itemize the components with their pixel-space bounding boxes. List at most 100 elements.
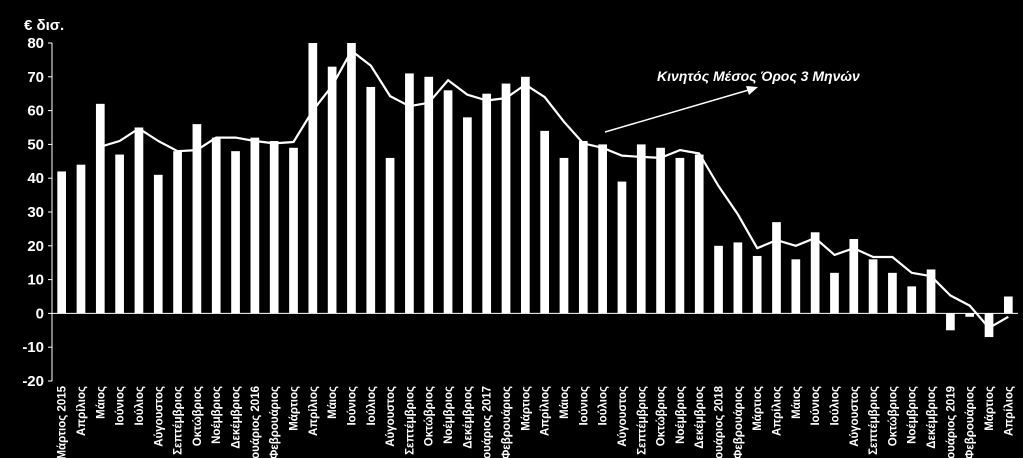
x-category-label: Νοέμβριος	[907, 386, 919, 444]
bar	[250, 137, 260, 314]
y-axis-ticks: -20 -10 0 10 20 30 40 50 60 70 80	[22, 35, 52, 390]
x-category-label: Απρίλιος	[540, 386, 552, 436]
x-category-label: Οκτώβριος	[887, 386, 899, 446]
bar	[269, 141, 279, 314]
y-tick-label: -10	[22, 339, 44, 356]
x-category-label: Αύγουστος	[153, 386, 165, 447]
x-category-label: Νοέμβριος	[211, 386, 223, 444]
x-category-label: Μάιος	[327, 386, 339, 419]
annotation-label: Κινητός Μέσος Όρος 3 Μηνών	[657, 68, 860, 84]
bar	[733, 242, 743, 314]
bar	[772, 222, 781, 314]
x-category-label: Οκτώβριος	[424, 386, 436, 446]
bar	[946, 313, 955, 331]
bar	[656, 147, 665, 314]
x-category-label: Ιούνιος	[115, 386, 127, 426]
x-category-label: Φεβρουάριος	[501, 386, 513, 458]
bar	[366, 86, 376, 314]
y-tick-label: -20	[22, 373, 44, 390]
bar	[405, 73, 414, 314]
x-category-label: Σεπτέμβριος	[404, 386, 416, 455]
y-tick-label: 60	[27, 103, 44, 120]
x-category-label: Ιούλιος	[134, 386, 146, 426]
bar	[463, 117, 472, 314]
bar	[791, 259, 801, 314]
bar	[578, 141, 588, 314]
bar	[520, 76, 530, 314]
bar	[385, 157, 395, 314]
bar	[173, 151, 182, 314]
bar	[153, 174, 163, 314]
x-axis-category-labels: Μάρτιος 2015 Απρίλιος Μάιος Ιούνιος Ιούλιος Α…	[57, 385, 1016, 458]
x-category-label: Δεκέμβριος	[694, 386, 706, 449]
x-category-label: Ιανουάριος 2018	[714, 385, 726, 458]
x-category-label: Ιούνιος	[346, 386, 358, 426]
bar	[57, 171, 67, 314]
x-category-label: Φεβρουάριος	[733, 386, 745, 458]
bar	[1003, 296, 1013, 314]
bar	[984, 313, 994, 338]
bar	[95, 103, 105, 314]
y-tick-label: 50	[27, 136, 44, 153]
x-category-label: Νοέμβριος	[675, 386, 687, 444]
x-category-label: Σεπτέμβριος	[173, 386, 185, 455]
bar	[810, 232, 820, 314]
y-tick-label: 40	[27, 170, 44, 187]
x-category-label: Αύγουστος	[385, 386, 397, 447]
bar	[115, 154, 124, 314]
x-category-label: Ιούνιος	[810, 386, 822, 426]
x-category-label: Ιούλιος	[598, 386, 610, 426]
bar	[211, 137, 221, 314]
bar	[192, 124, 202, 314]
x-category-label: Αύγουστος	[617, 386, 629, 447]
x-category-label: Απρίλιος	[76, 386, 88, 436]
y-axis-label: € δισ.	[24, 17, 64, 34]
bar	[327, 66, 337, 314]
y-tick-label: 20	[27, 238, 44, 255]
x-category-label: Μάιος	[95, 386, 107, 419]
x-category-label: Φεβρουάριος	[269, 386, 281, 458]
bar	[231, 151, 240, 314]
x-category-label: Σεπτέμβριος	[636, 386, 648, 455]
x-category-label: Ιούλιος	[829, 386, 841, 426]
bar	[636, 144, 646, 314]
x-category-label: Ιανουάριος 2016	[250, 386, 262, 458]
bar	[347, 43, 356, 314]
bar	[849, 239, 859, 314]
bar	[675, 157, 685, 314]
x-category-label: Ιούλιος	[366, 386, 378, 426]
bar	[598, 144, 607, 314]
bar	[907, 286, 917, 314]
bar	[694, 154, 704, 314]
y-tick-label: 10	[27, 272, 44, 289]
bar	[76, 164, 86, 314]
bar	[830, 272, 839, 314]
bar	[926, 269, 936, 314]
x-category-label: Αύγουστος	[849, 386, 861, 447]
bar	[308, 43, 318, 314]
annotation-arrow-head	[746, 86, 758, 95]
y-tick-label: 0	[36, 305, 44, 322]
x-category-label: Μάρτιος	[520, 386, 532, 431]
x-category-label: Ιούνιος	[578, 386, 590, 426]
bar	[501, 83, 511, 314]
bar	[482, 93, 492, 314]
bar	[559, 157, 569, 314]
moving-average-line	[99, 49, 1009, 329]
x-category-label: Απρίλιος	[772, 386, 784, 436]
x-category-label: Μάιος	[559, 386, 571, 419]
bar-series	[57, 43, 1013, 338]
bar	[965, 313, 975, 317]
y-tick-label: 80	[27, 35, 44, 52]
y-tick-label: 70	[27, 69, 44, 86]
x-category-label: Οκτώβριος	[656, 386, 668, 446]
bar	[714, 245, 723, 314]
annotation-arrow-line	[604, 88, 753, 133]
bar	[134, 127, 144, 314]
bar	[617, 181, 627, 314]
x-category-label: Μάρτιος 2015	[57, 385, 69, 458]
x-category-label: Μάρτιος	[289, 386, 301, 431]
y-tick-label: 30	[27, 204, 44, 221]
x-category-label: Δεκέμβριος	[462, 386, 474, 449]
